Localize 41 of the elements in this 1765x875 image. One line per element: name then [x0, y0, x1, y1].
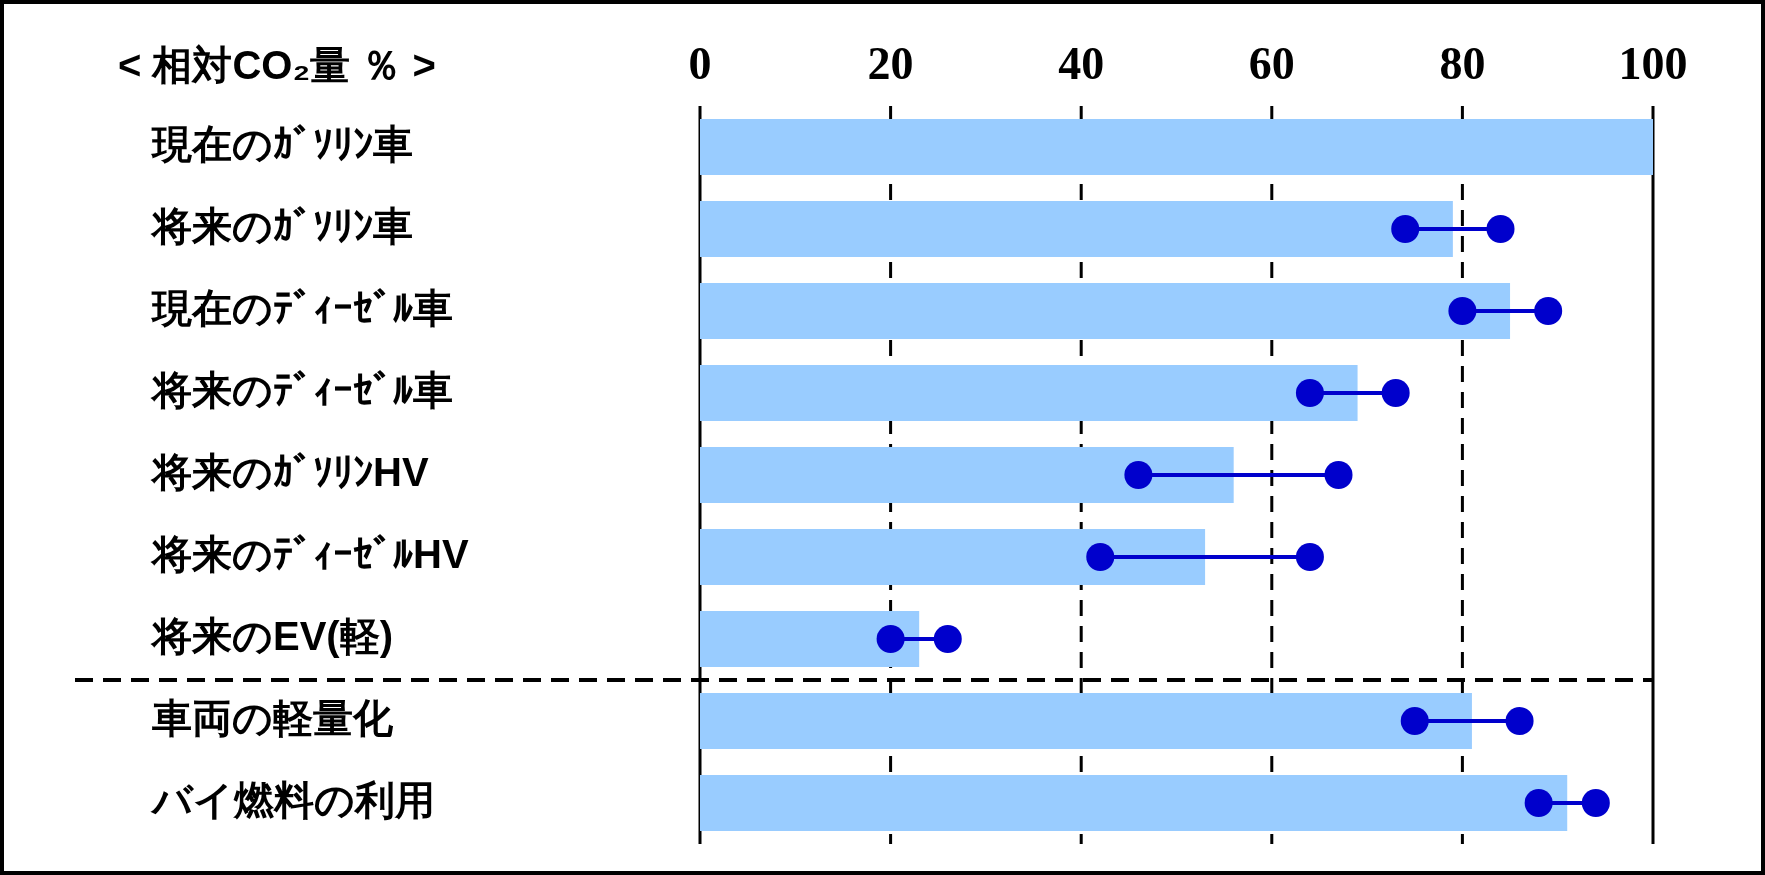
point — [1400, 707, 1429, 735]
bar — [700, 365, 1358, 421]
point — [933, 625, 962, 653]
point — [1486, 215, 1515, 243]
point — [1295, 543, 1324, 571]
point — [1391, 215, 1420, 243]
bar — [700, 119, 1653, 175]
text: < 相対CO₂量 ％ > — [118, 43, 436, 88]
y-tick-label: 将来のｶﾞｿﾘﾝ車 — [150, 204, 413, 249]
point — [1505, 707, 1534, 735]
y-tick-label: 将来のEV(軽) — [150, 614, 393, 659]
bar — [700, 201, 1453, 257]
x-tick-label: 20 — [867, 38, 914, 90]
x-tick-label: 0 — [688, 38, 712, 90]
point — [1381, 379, 1410, 407]
bar — [700, 611, 920, 667]
point — [1086, 543, 1115, 571]
x-tick-label: 100 — [1618, 38, 1688, 90]
bar — [700, 693, 1472, 749]
point — [1581, 789, 1610, 817]
y-tick-label: 現在のﾃﾞｨｰｾﾞﾙ車 — [150, 286, 453, 331]
y-tick-label: 将来のﾃﾞｨｰｾﾞﾙ車 — [150, 368, 453, 413]
point — [1124, 461, 1153, 489]
y-tick-label: バイ燃料の利用 — [150, 778, 435, 823]
y-tick-label: 現在のｶﾞｿﾘﾝ車 — [150, 122, 413, 167]
point — [1534, 297, 1563, 325]
x-tick-label: 60 — [1248, 38, 1295, 90]
bar — [700, 529, 1206, 585]
bar — [700, 283, 1511, 339]
y-tick-label: 車両の軽量化 — [151, 696, 394, 741]
point — [1448, 297, 1477, 325]
y-tick-label: 将来のｶﾞｿﾘﾝHV — [150, 450, 429, 495]
x-tick-label: 40 — [1058, 38, 1105, 90]
bar — [700, 447, 1234, 503]
point — [1295, 379, 1324, 407]
point — [1524, 789, 1553, 817]
point — [876, 625, 905, 653]
point — [1324, 461, 1353, 489]
bar — [700, 775, 1568, 831]
y-tick-label: 将来のﾃﾞｨｰｾﾞﾙHV — [150, 532, 469, 577]
x-tick-label: 80 — [1439, 38, 1486, 90]
